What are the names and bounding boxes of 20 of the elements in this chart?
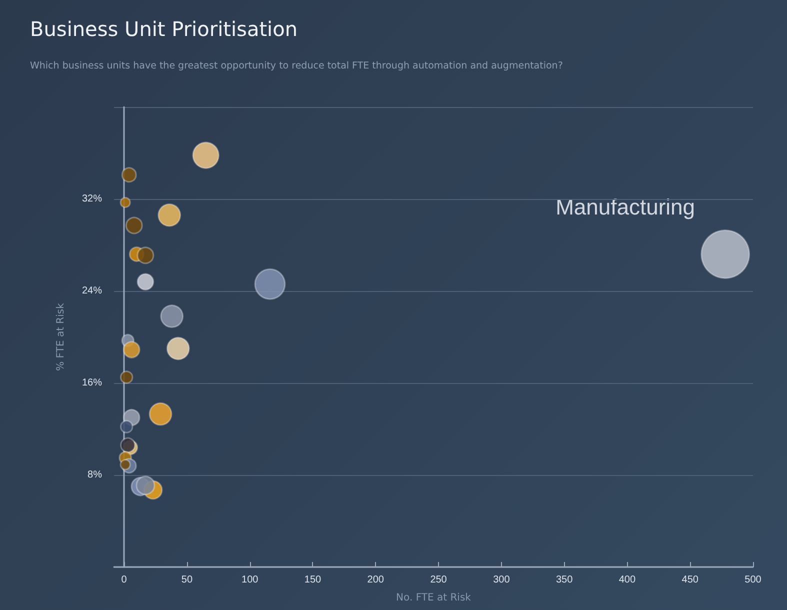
x-tick-label: 150 (304, 574, 322, 586)
x-tick-label: 350 (556, 574, 574, 586)
x-tick-label: 300 (493, 574, 510, 586)
y-tick-label: 32% (82, 194, 102, 204)
y-tick-label: 16% (82, 378, 102, 388)
y-tick-label: 24% (82, 286, 102, 296)
x-axis-title: No. FTE at Risk (396, 592, 472, 604)
x-tick-label: 450 (682, 574, 699, 586)
x-tick-label: 400 (618, 574, 636, 586)
chart-title: Business Unit Prioritisation (30, 17, 298, 41)
x-tick-label: 200 (367, 574, 384, 586)
chart-subtitle: Which business units have the greatest opportunity to reduce total FTE through automation and augmentation? (30, 60, 563, 72)
y-axis-title: % FTE at Risk (56, 302, 66, 371)
y-tick-label: 8% (88, 470, 102, 480)
x-tick-label: 500 (744, 574, 762, 586)
annotation: Manufacturing (556, 194, 696, 220)
x-tick-label: 100 (242, 574, 259, 586)
x-tick-label: 0 (121, 574, 128, 586)
x-tick-label: 50 (181, 574, 193, 586)
x-tick-label: 250 (430, 574, 448, 586)
